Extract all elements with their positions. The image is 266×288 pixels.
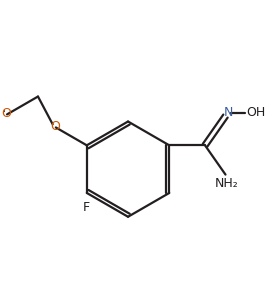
Text: O: O: [50, 120, 60, 133]
Text: F: F: [83, 201, 90, 214]
Text: N: N: [224, 106, 233, 120]
Text: O: O: [1, 107, 11, 120]
Text: NH₂: NH₂: [215, 177, 239, 190]
Text: OH: OH: [246, 106, 265, 120]
